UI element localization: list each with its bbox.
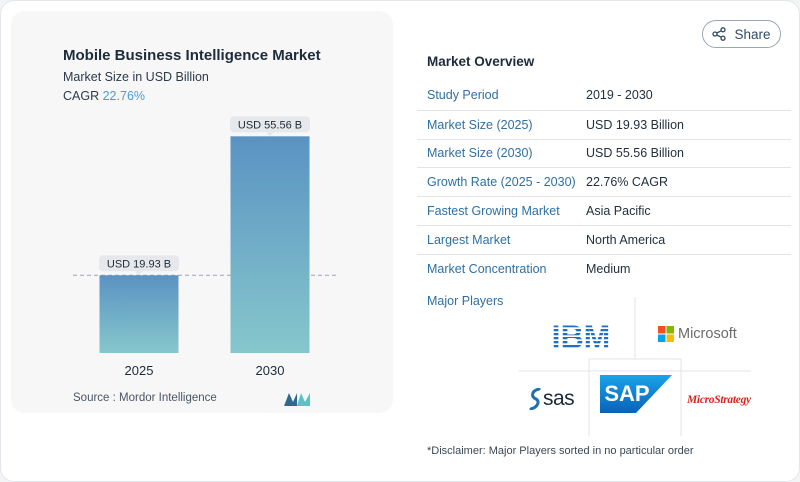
overview-key: Fastest Growing Market: [427, 204, 560, 219]
overview-value: USD 19.93 Billion: [586, 117, 684, 132]
chart-card: [11, 11, 393, 413]
bar-2025: [99, 275, 179, 353]
sas-swoosh-icon: [529, 388, 541, 410]
microsoft-logo: Microsoft: [658, 326, 737, 342]
chart-title: Mobile Business Intelligence Market: [63, 47, 321, 64]
overview-row: Study Period 2019 - 2030: [417, 81, 791, 110]
data-label: USD 19.93 B: [107, 258, 171, 270]
data-label-pointer: [135, 271, 143, 276]
ibm-logo-text: IBM: [552, 321, 611, 351]
share-button[interactable]: Share: [702, 20, 781, 48]
overview-key: Largest Market: [427, 232, 511, 247]
share-icon: [712, 27, 727, 41]
overview-key: Market Concentration: [427, 261, 547, 276]
chart-source: Source : Mordor Intelligence: [73, 392, 217, 404]
overview-key: Study Period: [427, 88, 499, 103]
players-title: Major Players: [427, 294, 504, 308]
overview-key: Growth Rate (2025 - 2030): [427, 175, 576, 190]
disclaimer: *Disclaimer: Major Players sorted in no …: [427, 445, 694, 457]
sap-logo: SAP: [600, 375, 672, 413]
overview-value: USD 55.56 Billion: [586, 146, 684, 161]
data-label: USD 55.56 B: [238, 119, 302, 131]
x-tick-label: 2025: [125, 363, 154, 378]
overview-value: 22.76% CAGR: [586, 175, 668, 190]
x-tick-label: 2030: [256, 363, 285, 378]
overview-value: North America: [586, 232, 666, 247]
bar-chart: USD 19.93 B 2025 USD 55.56 B 2030: [73, 116, 339, 378]
microsoft-logo-text: Microsoft: [678, 326, 737, 342]
overview-title: Market Overview: [427, 54, 535, 69]
overview-row: Market Size (2025) USD 19.93 Billion: [417, 109, 791, 139]
chart-subtitle: Market Size in USD Billion: [63, 70, 209, 84]
mordor-intelligence-logo: [284, 393, 310, 406]
overview-value: Asia Pacific: [586, 204, 651, 219]
data-label-pointer: [266, 132, 274, 137]
cagr-label: CAGR: [63, 89, 100, 103]
cagr-line: CAGR 22.76%: [63, 89, 145, 103]
overview-value: 2019 - 2030: [586, 88, 653, 103]
overview-key: Market Size (2030): [427, 146, 533, 161]
share-label: Share: [734, 26, 771, 42]
sas-logo-text: sas: [543, 387, 575, 410]
overview-value: Medium: [586, 261, 631, 276]
overview-row: Largest Market North America: [417, 224, 791, 254]
bar-2030: [230, 136, 310, 353]
sap-logo-text: SAP: [604, 381, 649, 406]
overview-row: Market Concentration Medium: [417, 253, 791, 283]
ibm-logo: IBM: [552, 321, 611, 351]
data-label-bg: [230, 116, 310, 133]
overview-row: Growth Rate (2025 - 2030) 22.76% CAGR: [417, 167, 791, 196]
overview-table: Study Period 2019 - 2030 Market Size (2025…: [417, 81, 791, 283]
microstrategy-logo: MicroStrategy: [687, 394, 751, 406]
microsoft-squares-icon: [658, 326, 674, 342]
overview-key: Market Size (2025): [427, 117, 533, 132]
overview-row: Fastest Growing Market Asia Pacific: [417, 196, 791, 225]
overview-row: Market Size (2030) USD 55.56 Billion: [417, 138, 791, 168]
cagr-value: 22.76%: [102, 89, 146, 103]
data-label-bg: [99, 255, 179, 272]
sas-logo: sas: [528, 387, 575, 411]
